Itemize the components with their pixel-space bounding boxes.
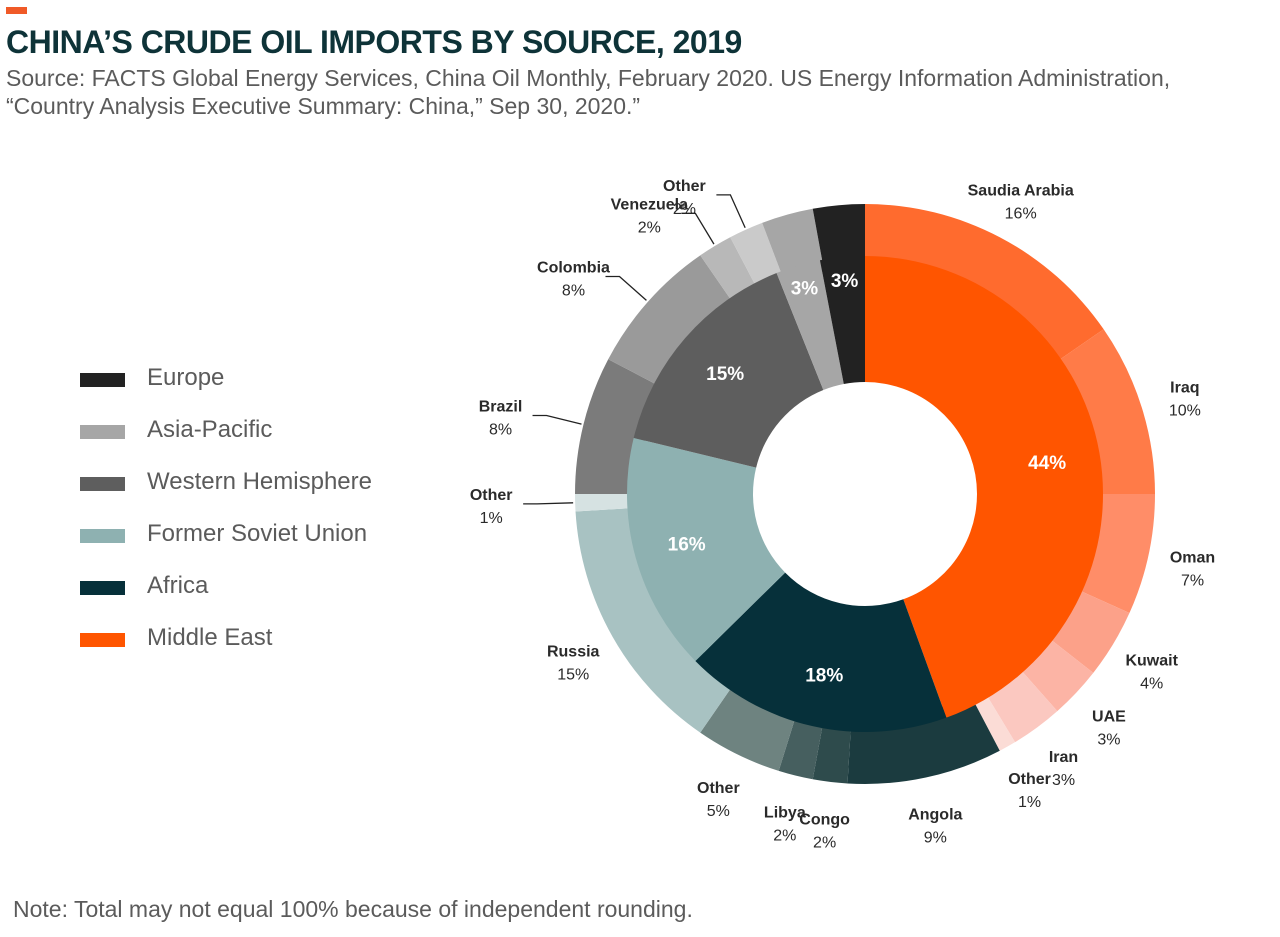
- legend-label: Former Soviet Union: [147, 520, 368, 547]
- leader-line: [523, 502, 574, 505]
- outer-slice: [847, 694, 1000, 784]
- outer-slice-percent: 2%: [673, 201, 696, 218]
- outer-slice-name: Saudia Arabia: [968, 182, 1074, 199]
- outer-slice-name: Russia: [547, 644, 600, 661]
- outer-slice-name: Colombia: [537, 259, 610, 276]
- inner-slice: [695, 572, 947, 733]
- outer-slice: [1050, 329, 1155, 494]
- inner-slice-label: 18%: [805, 665, 843, 686]
- outer-slice: [865, 204, 1104, 366]
- outer-slice-name: Other: [1008, 771, 1051, 788]
- outer-slice-percent: 2%: [773, 827, 796, 844]
- outer-slice-name: UAE: [1092, 709, 1126, 726]
- legend-label: Asia-Pacific: [147, 416, 273, 443]
- inner-slice: [819, 256, 865, 385]
- outer-slice-name: Venezuela: [611, 196, 688, 213]
- inner-slice: [627, 437, 786, 661]
- leader-line: [681, 212, 715, 245]
- leader-line: [716, 194, 746, 228]
- outer-slice-percent: 9%: [924, 830, 947, 847]
- legend-swatch: [80, 633, 125, 647]
- outer-slice-name: Iran: [1049, 749, 1078, 766]
- outer-slice-percent: 3%: [1052, 772, 1075, 789]
- inner-slice-label: 44%: [1028, 453, 1066, 474]
- outer-slice-percent: 1%: [1018, 794, 1041, 811]
- leader-line: [532, 414, 582, 425]
- chart-note: Note: Total may not equal 100% because o…: [13, 896, 693, 922]
- outer-slice-percent: 5%: [707, 803, 730, 820]
- outer-slice-name: Iraq: [1170, 379, 1199, 396]
- inner-slice: [865, 256, 1104, 718]
- inner-slice-label: 3%: [791, 279, 819, 300]
- outer-slice-name: Other: [470, 487, 513, 504]
- legend-swatch: [80, 477, 125, 491]
- outer-slice: [608, 255, 737, 389]
- outer-slice: [812, 204, 865, 272]
- outer-slice-percent: 10%: [1169, 402, 1201, 419]
- outer-slice-percent: 2%: [813, 835, 836, 852]
- outer-slice: [970, 687, 1016, 751]
- outer-slice-name: Brazil: [479, 399, 523, 416]
- legend-label: Africa: [147, 572, 209, 599]
- outer-slice-percent: 4%: [1140, 675, 1163, 692]
- outer-slice-name: Libya: [764, 804, 806, 821]
- legend-swatch: [80, 425, 125, 439]
- outer-slice: [575, 359, 665, 494]
- inner-slice-label: 16%: [668, 534, 706, 555]
- leader-line: [605, 275, 647, 301]
- outer-slice-name: Other: [663, 178, 706, 195]
- legend-label: Europe: [147, 364, 225, 391]
- outer-slice: [812, 716, 852, 784]
- outer-slice-name: Kuwait: [1125, 652, 1178, 669]
- outer-slice-name: Congo: [799, 812, 850, 829]
- legend-swatch: [80, 529, 125, 543]
- outer-slice-percent: 16%: [1005, 205, 1037, 222]
- outer-slice: [575, 494, 640, 512]
- outer-slice-percent: 15%: [557, 667, 589, 684]
- chart-source: Source: FACTS Global Energy Services, Ch…: [6, 65, 1171, 119]
- title-accent-bar: [6, 7, 27, 14]
- outer-slice-percent: 8%: [489, 422, 512, 439]
- outer-slice-percent: 7%: [1181, 572, 1204, 589]
- outer-slice-name: Angola: [908, 807, 962, 824]
- legend-swatch: [80, 581, 125, 595]
- outer-slice-percent: 2%: [638, 219, 661, 236]
- outer-slice-percent: 3%: [1097, 732, 1120, 749]
- legend-label: Western Hemisphere: [147, 468, 372, 495]
- outer-slice-name: Other: [697, 780, 740, 797]
- inner-slice: [633, 273, 824, 468]
- inner-slice: [776, 260, 844, 391]
- outer-slice-name: Oman: [1170, 549, 1215, 566]
- outer-slice-percent: 1%: [480, 510, 503, 527]
- outer-slice: [575, 507, 737, 733]
- legend-label: Middle East: [147, 624, 273, 651]
- outer-slice-percent: 8%: [562, 282, 585, 299]
- outer-slice: [778, 709, 825, 780]
- inner-slice-label: 15%: [706, 364, 744, 385]
- legend-swatch: [80, 373, 125, 387]
- chart-title: CHINA’S CRUDE OIL IMPORTS BY SOURCE, 201…: [6, 24, 742, 60]
- inner-slice-label: 3%: [831, 271, 859, 292]
